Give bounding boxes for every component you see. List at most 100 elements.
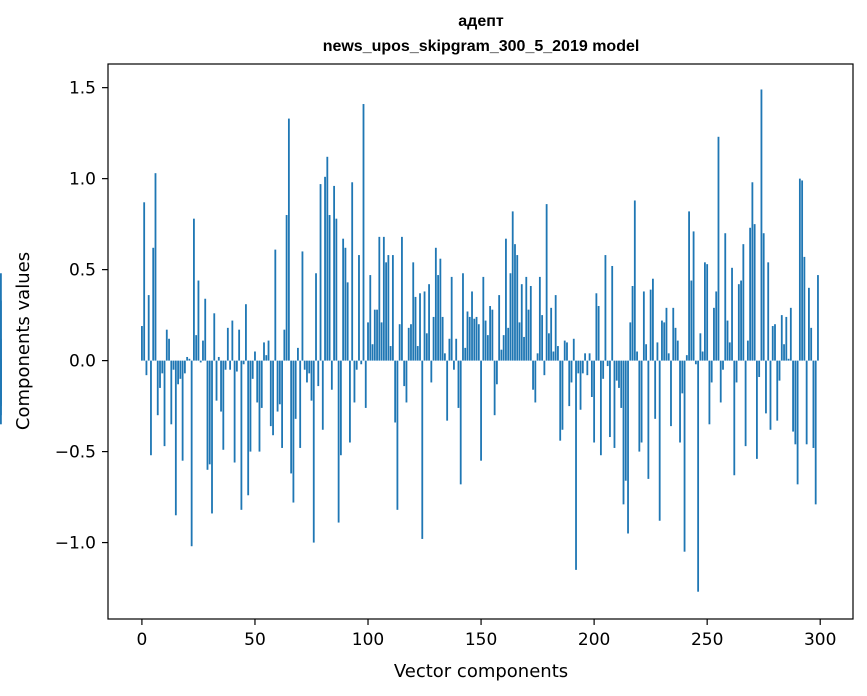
- x-tick-label-200: 200: [578, 630, 610, 650]
- bar-261: [731, 267, 733, 361]
- bar-208: [611, 265, 614, 361]
- bar-96: [358, 255, 360, 361]
- bar-283: [780, 315, 783, 361]
- bar-98: [362, 104, 365, 361]
- bar-68: [294, 360, 297, 419]
- bar-202: [597, 306, 600, 361]
- bar-86: [335, 218, 338, 361]
- bars-group: [0, 89, 819, 592]
- bar-117: [405, 360, 408, 403]
- bar-190: [570, 360, 573, 383]
- bar-229: [658, 360, 661, 521]
- bar-277: [767, 262, 770, 361]
- bar-79: [319, 184, 322, 361]
- bar-81: [324, 176, 326, 361]
- bar-167: [518, 322, 521, 361]
- bar-254: [715, 291, 718, 361]
- bar-8: [159, 360, 161, 388]
- bar-209: [613, 360, 616, 448]
- bar-165: [514, 244, 516, 361]
- bar-257: [722, 360, 724, 370]
- y-tick-label--1: −1.0: [55, 534, 96, 554]
- bar-132: [439, 258, 442, 361]
- bar-75: [310, 360, 313, 401]
- bar-297: [812, 360, 815, 448]
- bar-78: [317, 360, 320, 387]
- bar-259: [726, 320, 729, 361]
- bar-61: [278, 360, 281, 405]
- bar-177: [541, 315, 544, 361]
- bar-65: [287, 118, 290, 361]
- bar-159: [500, 349, 503, 361]
- bar-48: [249, 360, 252, 452]
- bar-292: [801, 180, 804, 361]
- bar-33: [215, 360, 218, 401]
- bar-139: [455, 338, 458, 361]
- bar-9: [161, 360, 164, 374]
- y-tick-label--0.5: −0.5: [55, 443, 96, 463]
- bar-97: [360, 360, 363, 365]
- bar-66: [290, 360, 293, 474]
- bar-127: [428, 284, 430, 361]
- bar-181: [550, 307, 553, 361]
- bar-137: [450, 276, 453, 361]
- bar-49: [251, 360, 254, 379]
- bar-51: [256, 360, 259, 403]
- bar-95: [355, 360, 358, 370]
- bar-149: [477, 324, 480, 361]
- bar-37: [224, 360, 227, 370]
- bar-213: [622, 360, 625, 505]
- bar-24: [195, 335, 198, 361]
- bar-101: [369, 275, 372, 361]
- bar-250: [706, 264, 709, 361]
- bar-194: [579, 360, 582, 410]
- bar-131: [437, 275, 440, 361]
- bar-236: [674, 327, 677, 361]
- bar-136: [448, 338, 451, 361]
- bar-203: [599, 360, 602, 456]
- bar-126: [425, 333, 428, 361]
- bar-234: [670, 360, 672, 427]
- bar-243: [690, 280, 693, 361]
- bar-41: [233, 360, 236, 463]
- bar-17: [179, 360, 182, 379]
- bar-118: [407, 327, 410, 361]
- x-tick-label-250: 250: [691, 630, 723, 650]
- bar-170: [525, 276, 528, 361]
- bar-11: [165, 329, 168, 361]
- bar-148: [475, 316, 478, 361]
- bar-279: [771, 326, 774, 361]
- bar-89: [342, 238, 345, 361]
- bar-246: [697, 360, 700, 592]
- bar-39: [229, 360, 231, 370]
- bar-92: [349, 360, 351, 443]
- bar-298: [814, 360, 817, 505]
- bar-211: [618, 360, 620, 388]
- bar-62: [281, 360, 283, 448]
- bar-130: [434, 247, 437, 361]
- bar-184: [557, 346, 559, 361]
- x-axis-ticks: 0 50 100 150 200 250 300: [137, 619, 836, 650]
- bar-168: [520, 284, 523, 361]
- bar-240: [683, 360, 686, 552]
- bar-12: [168, 338, 170, 361]
- bar-196: [584, 353, 586, 361]
- bar-144: [466, 311, 469, 361]
- bar-36: [222, 360, 225, 450]
- bar-252: [710, 360, 713, 383]
- bar-72: [303, 360, 306, 370]
- bar-134: [443, 353, 446, 361]
- bar-238: [679, 360, 681, 443]
- bar-32: [213, 313, 216, 361]
- bar-241: [685, 355, 688, 361]
- bar-47: [247, 360, 250, 496]
- bar-215: [627, 360, 629, 534]
- bar-281: [776, 360, 779, 421]
- bar-242: [688, 211, 690, 361]
- bar-182: [552, 351, 555, 361]
- bar-84: [330, 360, 333, 390]
- bar-26: [199, 360, 202, 363]
- bar-56: [267, 340, 270, 361]
- plot-frame: [107, 63, 854, 620]
- bar-30: [208, 360, 211, 465]
